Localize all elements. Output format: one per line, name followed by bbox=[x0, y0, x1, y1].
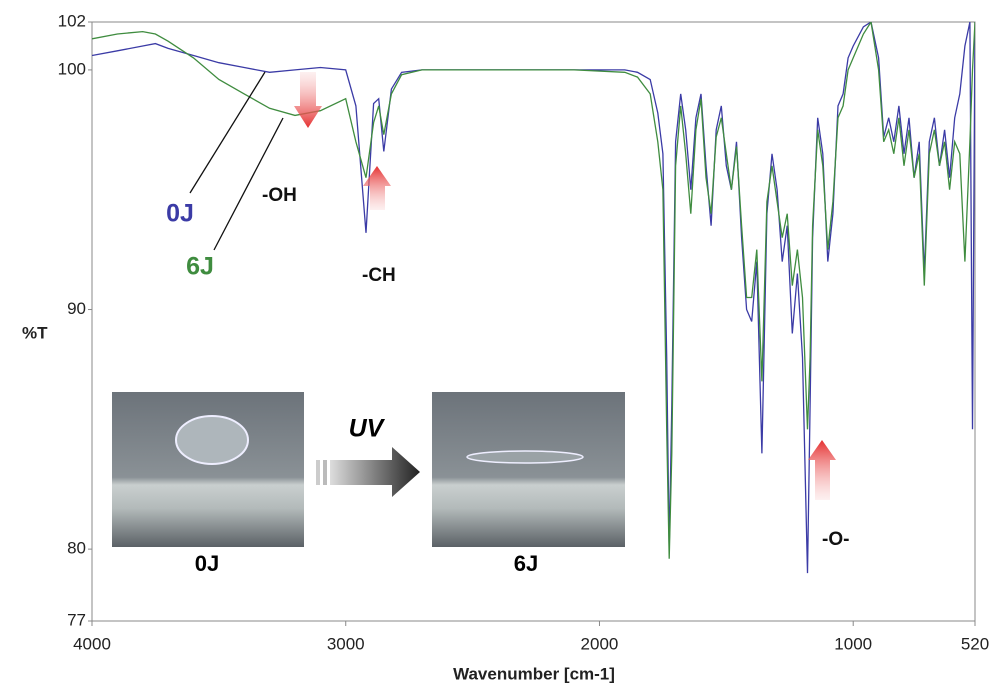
arrow-down bbox=[294, 72, 322, 128]
x-tick-label: 2000 bbox=[581, 634, 619, 653]
inset-process: UV bbox=[349, 415, 386, 443]
pointer-line bbox=[189, 71, 266, 194]
y-axis-label: %T bbox=[22, 323, 48, 342]
series-label: 0J bbox=[166, 200, 194, 228]
uv-arrow-part bbox=[323, 460, 327, 485]
inset-caption: 0J bbox=[195, 551, 219, 576]
series-line bbox=[92, 22, 975, 574]
x-tick-label: 520 bbox=[961, 634, 989, 653]
x-axis-label: Wavenumber [cm-1] bbox=[453, 664, 615, 683]
uv-arrow-part bbox=[316, 460, 320, 485]
inset-caption: 6J bbox=[514, 551, 538, 576]
curves bbox=[92, 22, 975, 574]
series-line bbox=[92, 22, 975, 559]
annotation: -CH bbox=[362, 265, 396, 286]
x-tick-label: 4000 bbox=[73, 634, 111, 653]
arrow-up bbox=[363, 166, 391, 210]
annotation: -OH bbox=[262, 185, 297, 206]
y-tick-label: 90 bbox=[67, 299, 86, 318]
x-tick-label: 3000 bbox=[327, 634, 365, 653]
uv-arrow bbox=[330, 447, 420, 497]
y-tick-label: 102 bbox=[58, 11, 86, 30]
annotation: -O- bbox=[822, 529, 849, 550]
x-tick-label: 1000 bbox=[834, 634, 872, 653]
arrow-up bbox=[808, 440, 836, 500]
y-tick-label: 80 bbox=[67, 539, 86, 558]
pointer-line bbox=[213, 117, 284, 251]
series-label: 6J bbox=[186, 253, 214, 281]
droplet-flat bbox=[466, 450, 584, 464]
y-tick-label: 100 bbox=[58, 59, 86, 78]
droplet bbox=[175, 415, 249, 465]
photo-after bbox=[432, 392, 625, 547]
y-tick-label: 77 bbox=[67, 610, 86, 629]
